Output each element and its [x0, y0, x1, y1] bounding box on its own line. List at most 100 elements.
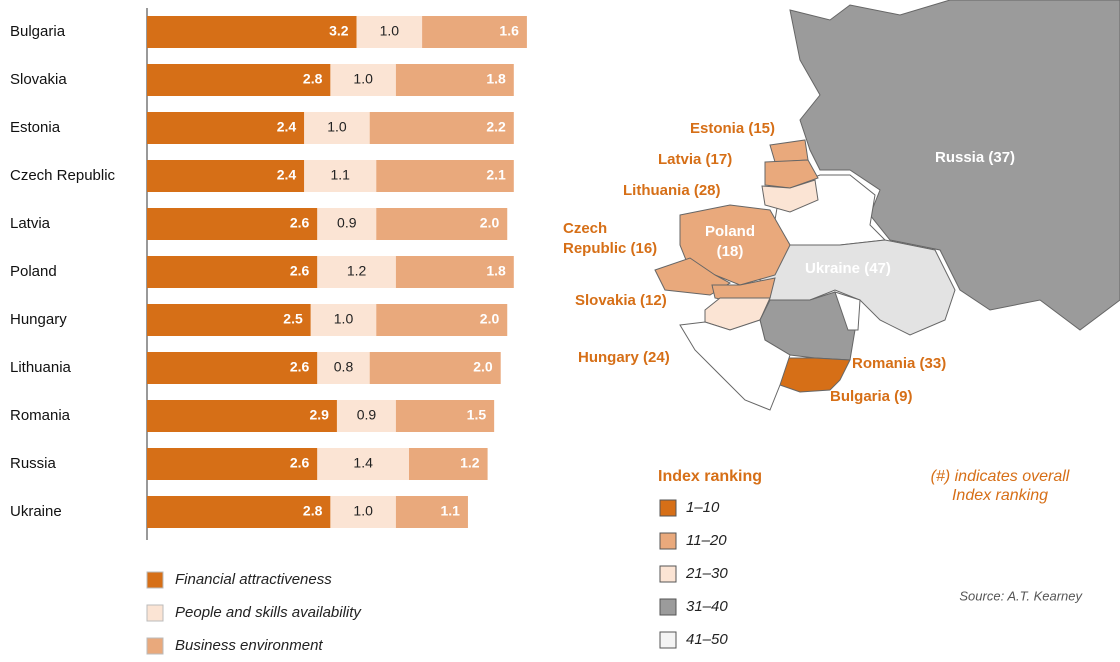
bar-segment [330, 64, 396, 96]
map-label: Latvia (17) [658, 151, 732, 168]
bar-segment [376, 160, 514, 192]
value-label: 2.8 [303, 503, 323, 519]
value-label: 1.5 [467, 407, 487, 423]
map-legend-swatch [659, 499, 677, 517]
category-label: Poland [10, 263, 57, 280]
value-label: 2.6 [290, 359, 310, 375]
bar-segment [147, 64, 331, 96]
bar-segment [422, 16, 527, 48]
bar-segment [330, 496, 396, 528]
value-label: 0.8 [334, 359, 354, 375]
value-label: 1.6 [499, 23, 519, 39]
value-label: 1.0 [353, 503, 373, 519]
bar-segment [376, 304, 508, 336]
balkans-shape [679, 319, 791, 411]
estonia-shape [769, 139, 809, 163]
bar-segment [304, 112, 370, 144]
map-note: (#) indicates overall [931, 468, 1070, 485]
map-legend-label: 21–30 [685, 565, 728, 582]
map-note: Index ranking [952, 487, 1048, 504]
category-label: Czech Republic [10, 167, 116, 184]
legend-swatch [146, 604, 164, 622]
map-legend-swatch [659, 532, 677, 550]
map-label: Russia (37) [935, 149, 1015, 166]
bar-segment [317, 208, 377, 240]
map-label: Hungary (24) [578, 349, 670, 366]
bar-segment [147, 208, 318, 240]
map-label: Romania (33) [852, 355, 946, 372]
value-label: 3.2 [329, 23, 349, 39]
map-label: Lithuania (28) [623, 182, 721, 199]
map-legend-swatch [659, 565, 677, 583]
poland-shape [679, 204, 791, 286]
value-label: 1.0 [380, 23, 400, 39]
bar-segment [409, 448, 488, 480]
legend-label: Business environment [175, 637, 323, 654]
value-label: 0.9 [357, 407, 377, 423]
value-label: 2.0 [480, 311, 500, 327]
bar-segment [395, 64, 514, 96]
value-label: 1.8 [486, 71, 506, 87]
map [654, 0, 1120, 411]
value-label: 1.1 [440, 503, 460, 519]
map-label: Slovakia (12) [575, 292, 667, 309]
map-legend-label: 41–50 [686, 631, 728, 648]
bar-segment [317, 448, 409, 480]
value-label: 1.8 [486, 263, 506, 279]
map-label: Poland [705, 223, 755, 240]
source: Source: A.T. Kearney [959, 588, 1083, 603]
category-label: Romania [10, 407, 71, 424]
value-label: 1.2 [460, 455, 480, 471]
map-label: Estonia (15) [690, 120, 775, 137]
category-label: Hungary [10, 311, 67, 328]
bar-segment [147, 160, 305, 192]
bar-segment [147, 112, 305, 144]
bar-segment [369, 352, 501, 384]
value-label: 1.1 [330, 167, 350, 183]
map-legend-swatch [659, 598, 677, 616]
bar-segment [395, 256, 514, 288]
value-label: 1.0 [334, 311, 354, 327]
legend-swatch [146, 571, 164, 589]
bar-segment [147, 400, 337, 432]
map-legend-swatch [659, 631, 677, 649]
bar-segment [317, 256, 396, 288]
legend-swatch [146, 637, 164, 655]
value-label: 2.5 [283, 311, 303, 327]
value-label: 1.0 [327, 119, 347, 135]
bar-segment [369, 112, 514, 144]
bar-segment [147, 304, 311, 336]
value-label: 2.8 [303, 71, 323, 87]
bar-segment [147, 448, 318, 480]
lithuania-shape [761, 179, 819, 213]
value-label: 1.2 [347, 263, 367, 279]
category-label: Slovakia [10, 71, 67, 88]
bar-segment [376, 208, 508, 240]
map-label: Republic (16) [563, 240, 657, 257]
legend-label: Financial attractiveness [175, 571, 332, 588]
category-label: Bulgaria [10, 23, 66, 40]
map-label: Bulgaria (9) [830, 388, 913, 405]
bar-segment [147, 352, 318, 384]
value-label: 1.4 [353, 455, 373, 471]
bar-segment [395, 400, 495, 432]
category-label: Latvia [10, 215, 51, 232]
category-label: Ukraine [10, 503, 62, 520]
bar-segment [147, 256, 318, 288]
value-label: 2.0 [473, 359, 493, 375]
value-label: 2.9 [309, 407, 329, 423]
value-label: 0.9 [337, 215, 357, 231]
czech-shape [654, 257, 732, 296]
map-labels: Estonia (15) Latvia (17) Lithuania (28) Cze… [563, 120, 1015, 405]
bar-segment [395, 496, 468, 528]
russia-shape [789, 0, 1120, 331]
value-label: 2.6 [290, 455, 310, 471]
value-label: 2.4 [277, 119, 297, 135]
bar-segment [147, 496, 331, 528]
bar-segment [310, 304, 377, 336]
map-legend-label: 1–10 [686, 499, 720, 516]
map-label: Ukraine (47) [805, 260, 891, 277]
value-label: 1.0 [353, 71, 373, 87]
